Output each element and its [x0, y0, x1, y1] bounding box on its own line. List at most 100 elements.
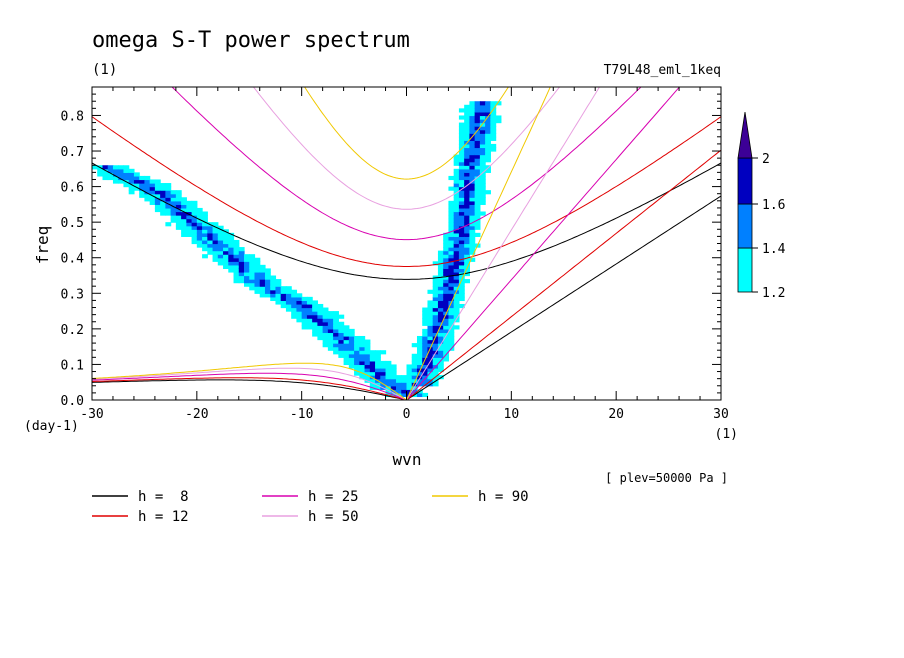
spectrum-cell	[233, 261, 240, 266]
spectrum-cell	[458, 140, 465, 145]
spectrum-cell	[427, 371, 434, 376]
spectrum-cell	[333, 318, 339, 323]
x-tick-label: 10	[504, 407, 520, 422]
spectrum-cell	[359, 343, 366, 348]
spectrum-cell	[385, 375, 392, 380]
spectrum-cell	[118, 172, 125, 177]
gravity-curve	[92, 116, 721, 267]
spectrum-cell	[464, 111, 470, 117]
spectrum-cell	[443, 250, 450, 255]
spectrum-cell	[432, 311, 439, 316]
spectrum-cell	[432, 382, 439, 387]
x-tick-label: 30	[713, 407, 729, 422]
spectrum-cell	[464, 268, 470, 273]
spectrum-cell	[175, 218, 182, 223]
spectrum-cell	[348, 364, 355, 369]
spectrum-cell	[207, 247, 214, 252]
spectrum-cell	[453, 168, 460, 173]
spectrum-cell	[479, 179, 486, 184]
spectrum-cell	[448, 296, 455, 302]
spectrum-cell	[160, 186, 166, 191]
spectrum-cell	[160, 204, 166, 209]
spectrum-cell	[443, 247, 450, 252]
spectrum-cell	[317, 332, 324, 337]
spectrum-cell	[474, 215, 481, 220]
spectrum-cell	[128, 190, 135, 195]
spectrum-cell	[364, 367, 371, 373]
spectrum-cell	[238, 275, 245, 280]
spectrum-cell	[107, 175, 114, 181]
y-unit-label: (day-1)	[24, 419, 79, 434]
spectrum-cell	[453, 271, 460, 277]
spectrum-cell	[437, 303, 444, 309]
spectrum-cell	[453, 268, 460, 273]
spectrum-cell	[479, 161, 486, 166]
spectrum-cell	[474, 186, 481, 191]
spectrum-cell	[191, 211, 198, 216]
spectrum-cell	[317, 303, 324, 309]
spectrum-cell	[427, 300, 434, 305]
spectrum-cell	[285, 293, 292, 298]
spectrum-cell	[264, 282, 271, 287]
spectrum-cell	[359, 353, 366, 358]
spectrum-cell	[495, 101, 502, 106]
spectrum-cell	[338, 353, 345, 358]
spectrum-cell	[448, 232, 455, 237]
spectrum-cell	[458, 193, 465, 198]
spectrum-cell	[196, 215, 203, 220]
spectrum-cell	[432, 353, 439, 358]
spectrum-cell	[464, 143, 470, 149]
spectrum-cell	[464, 239, 470, 245]
spectrum-cell	[479, 126, 486, 131]
spectrum-cell	[259, 279, 266, 284]
spectrum-cell	[432, 307, 439, 312]
spectrum-cell	[118, 165, 125, 170]
spectrum-cell	[453, 161, 460, 166]
spectrum-cell	[453, 311, 460, 316]
spectrum-cell	[139, 183, 146, 188]
spectrum-cell	[333, 335, 339, 341]
spectrum-cell	[432, 289, 439, 294]
spectrum-cell	[375, 382, 381, 387]
spectrum-cell	[233, 257, 240, 262]
spectrum-cell	[291, 289, 298, 294]
spectrum-cell	[458, 151, 465, 156]
spectrum-cell	[469, 243, 476, 248]
spectrum-cell	[453, 197, 460, 202]
spectrum-cell	[464, 154, 470, 159]
spectrum-cell	[291, 311, 298, 316]
spectrum-cell	[432, 314, 439, 319]
spectrum-cell	[375, 357, 381, 362]
spectrum-cell	[453, 175, 460, 181]
spectrum-cell	[469, 115, 476, 120]
spectrum-cell	[296, 300, 303, 305]
spectrum-cell	[411, 360, 418, 366]
spectrum-cell	[453, 325, 460, 330]
spectrum-cell	[338, 350, 345, 355]
spectrum-cell	[327, 339, 334, 344]
spectrum-cell	[469, 108, 476, 113]
spectrum-cell	[348, 328, 355, 334]
spectrum-cell	[343, 332, 350, 337]
spectrum-cell	[338, 332, 345, 337]
spectrum-cell	[490, 133, 497, 138]
spectrum-cell	[427, 332, 434, 337]
spectrum-cell	[327, 332, 334, 337]
spectrum-cell	[443, 279, 450, 284]
spectrum-cell	[280, 286, 287, 291]
spectrum-cell	[453, 250, 460, 255]
spectrum-cell	[448, 215, 455, 220]
spectrum-cell	[291, 300, 298, 305]
spectrum-cell	[165, 183, 172, 188]
spectrum-cell	[458, 289, 465, 294]
spectrum-cell	[485, 140, 491, 145]
spectrum-cell	[469, 158, 476, 163]
spectrum-cell	[474, 168, 481, 173]
spectrum-cell	[233, 247, 240, 252]
spectrum-cell	[427, 314, 434, 319]
spectrum-cell	[432, 303, 439, 309]
spectrum-cell	[432, 279, 439, 284]
spectrum-cell	[443, 314, 450, 319]
spectrum-cell	[474, 232, 481, 237]
spectrum-cell	[375, 367, 381, 373]
